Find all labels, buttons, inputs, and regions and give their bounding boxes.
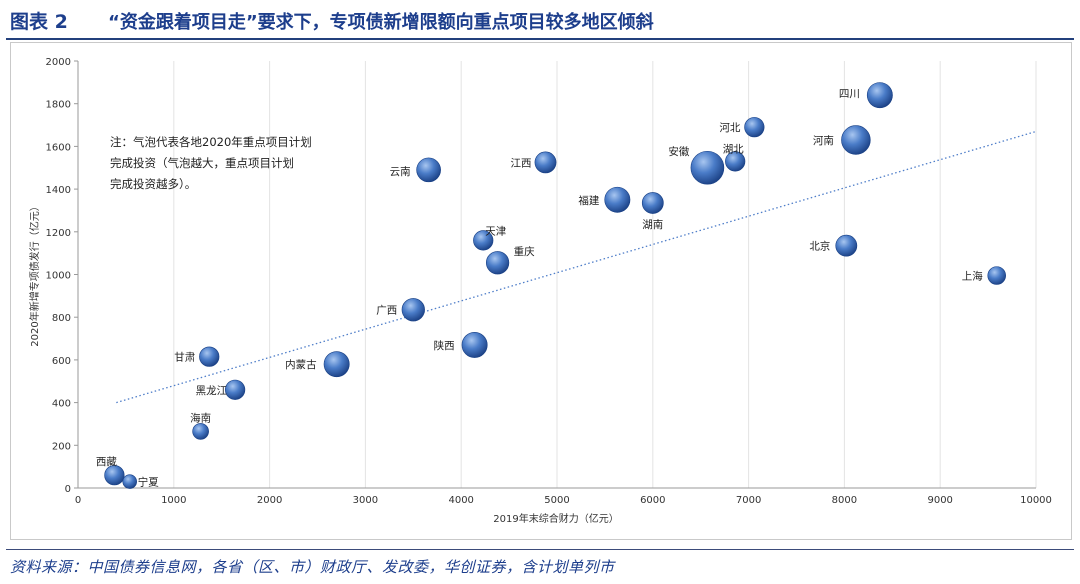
y-tick-label: 2000 — [46, 57, 71, 68]
annotation-line: 注：气泡代表各地2020年重点项目计划 — [110, 135, 312, 149]
bubble-安徽 — [690, 150, 725, 185]
bubbles — [104, 82, 1006, 489]
y-tick-label: 1400 — [46, 185, 71, 196]
x-tick-label: 9000 — [927, 495, 952, 506]
bubble-陕西 — [461, 332, 488, 358]
bubble-label: 广西 — [376, 305, 397, 317]
bubble-label: 江西 — [511, 157, 532, 169]
bubble-label: 北京 — [809, 240, 830, 253]
bubble-label: 黑龙江 — [196, 384, 228, 397]
figure-title: “资金跟着项目走”要求下，专项债新增限额向重点项目较多地区倾斜 — [108, 12, 654, 33]
bubble-四川 — [866, 82, 893, 109]
trendline — [116, 130, 1037, 404]
y-axis-label: 2020年新增专项债发行（亿元） — [28, 201, 41, 346]
bubble-上海 — [987, 266, 1006, 285]
bubble-海南 — [192, 423, 209, 440]
y-tick-label: 1200 — [46, 228, 71, 239]
x-axis-label: 2019年末综合财力（亿元） — [493, 512, 618, 525]
bubble-label: 宁夏 — [138, 476, 159, 489]
axes: 0 1000 2000 3000 4000 5000 6000 7000 8000 9000 100… — [46, 57, 1052, 506]
figure-header: 图表 2 “资金跟着项目走”要求下，专项债新增限额向重点项目较多地区倾斜 — [0, 0, 1080, 40]
bubble-label: 重庆 — [514, 245, 535, 258]
bubble-北京 — [835, 234, 858, 257]
y-tick-label: 1800 — [46, 100, 71, 111]
x-tick-label: 1000 — [161, 495, 186, 506]
chart-frame — [10, 42, 1072, 540]
bubble-湖北 — [725, 151, 746, 172]
footer-rule — [6, 549, 1074, 550]
y-tick-label: 600 — [52, 356, 71, 367]
bubble-label: 湖南 — [642, 218, 663, 231]
bubble-label: 内蒙古 — [285, 358, 317, 371]
bubble-宁夏 — [122, 474, 137, 489]
y-tick-label: 400 — [52, 399, 71, 410]
bubble-广西 — [401, 298, 425, 322]
bubble-黑龙江 — [225, 379, 246, 400]
x-tick-label: 5000 — [544, 495, 569, 506]
gridlines — [173, 61, 1037, 488]
bubble-label: 河北 — [719, 122, 740, 134]
x-tick-label: 3000 — [353, 495, 378, 506]
y-tick-label: 800 — [52, 313, 71, 324]
y-tick-label: 1000 — [46, 271, 71, 282]
source-note: 资料来源：中国债券信息网，各省（区、市）财政厅、发改委，华创证券，含计划单列市 — [10, 558, 615, 576]
bubble-河南 — [841, 125, 871, 155]
bubble-甘肃 — [199, 346, 220, 367]
x-tick-label: 4000 — [448, 495, 473, 506]
bubble-湖南 — [641, 192, 664, 214]
bubble-label: 福建 — [578, 194, 599, 207]
trendline-layer — [116, 130, 1037, 404]
y-tick-label: 200 — [52, 441, 71, 452]
x-tick-label: 7000 — [736, 495, 761, 506]
x-tick-label: 0 — [75, 495, 81, 506]
bubble-label: 云南 — [390, 165, 411, 178]
bubble-label: 安徽 — [668, 145, 689, 158]
bubble-label: 天津 — [485, 225, 506, 237]
header-rule — [6, 38, 1074, 40]
annotation: 注：气泡代表各地2020年重点项目计划完成投资（气泡越大，重点项目计划完成投资越… — [110, 135, 312, 191]
bubble-label: 湖北 — [723, 143, 744, 155]
x-tick-label: 10000 — [1020, 495, 1052, 506]
bubble-重庆 — [485, 251, 510, 275]
bubble-江西 — [534, 151, 557, 174]
x-tick-label: 2000 — [257, 495, 282, 506]
bubble-河北 — [744, 117, 765, 138]
figure-number: 图表 2 — [10, 11, 68, 33]
bubble-label: 甘肃 — [174, 351, 195, 364]
bubble-天津 — [473, 230, 494, 251]
bubble-label: 四川 — [839, 88, 860, 100]
x-tick-label: 6000 — [640, 495, 665, 506]
annotation-line: 完成投资越多）。 — [110, 177, 196, 191]
annotation-line: 完成投资（气泡越大，重点项目计划 — [110, 156, 294, 170]
bubble-label: 海南 — [190, 411, 211, 424]
bubble-西藏 — [104, 465, 125, 486]
bubble-label: 河南 — [813, 134, 834, 147]
y-tick-label: 1600 — [46, 142, 71, 153]
x-tick-label: 8000 — [832, 495, 857, 506]
bubble-label: 陕西 — [434, 339, 455, 352]
bubble-福建 — [604, 186, 631, 213]
bubble-label: 西藏 — [96, 456, 117, 468]
bubble-云南 — [416, 157, 441, 183]
bubble-内蒙古 — [323, 351, 350, 378]
y-tick-label: 0 — [65, 484, 71, 495]
bubble-label: 上海 — [962, 270, 983, 283]
